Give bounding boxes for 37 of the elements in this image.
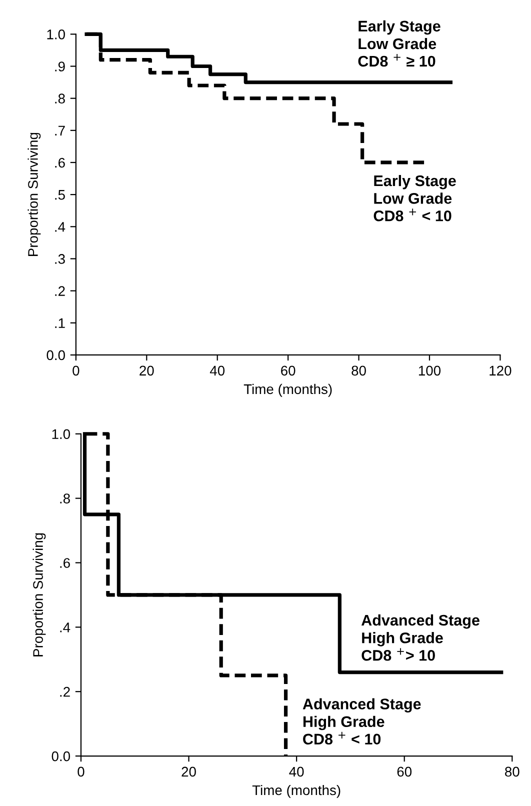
y-tick-label: .2 bbox=[60, 686, 70, 697]
y-tick-label: 0.0 bbox=[46, 350, 65, 360]
y-tick-label: .7 bbox=[55, 126, 65, 136]
y-tick-label: .4 bbox=[55, 222, 66, 232]
y-tick-label: .9 bbox=[55, 62, 65, 72]
x-tick-label: 60 bbox=[281, 366, 296, 376]
x-tick-label: 40 bbox=[289, 766, 304, 777]
y-tick-label: .8 bbox=[60, 494, 70, 504]
x-tick-label: 0 bbox=[78, 766, 84, 777]
y-tick-label: .8 bbox=[55, 94, 65, 104]
x-tick-label: 120 bbox=[490, 366, 512, 376]
y-tick-label: .1 bbox=[55, 318, 65, 328]
y-axis-title: Proportion Surviving bbox=[28, 132, 41, 256]
series-label: Early Stage Low Grade CD8 $^{+}$ < 10 bbox=[374, 174, 456, 222]
x-tick-label: 60 bbox=[397, 766, 412, 777]
x-tick-label: 80 bbox=[505, 766, 520, 777]
y-axis-title: Proportion Surviving bbox=[32, 533, 46, 656]
y-tick-label: 0.0 bbox=[52, 751, 70, 762]
x-axis-title: Time (months) bbox=[252, 784, 340, 798]
y-tick-label: .6 bbox=[60, 558, 70, 568]
series-label: Early Stage Low Grade CD8 $^{+}$ ≥ 10 bbox=[358, 20, 440, 67]
y-tick-label: 1.0 bbox=[52, 429, 70, 440]
y-tick-label: .3 bbox=[55, 254, 65, 264]
x-tick-label: 0 bbox=[72, 366, 80, 376]
y-tick-label: .2 bbox=[55, 286, 65, 296]
x-tick-label: 20 bbox=[140, 366, 154, 376]
y-tick-label: .6 bbox=[55, 158, 65, 168]
x-tick-label: 100 bbox=[418, 366, 441, 376]
x-axis-title: Time (months) bbox=[244, 384, 332, 397]
x-tick-label: 20 bbox=[182, 766, 196, 777]
y-tick-label: .4 bbox=[60, 622, 70, 632]
series-label: Advanced Stage High Grade CD8 $^{+}$ < 10 bbox=[302, 698, 421, 745]
y-tick-label: 1.0 bbox=[47, 30, 65, 40]
x-tick-label: 40 bbox=[210, 366, 225, 376]
y-tick-label: .5 bbox=[55, 190, 65, 200]
series-label: Advanced Stage High Grade CD8 $^{+}$> 10 bbox=[361, 614, 480, 661]
x-tick-label: 80 bbox=[352, 366, 366, 376]
